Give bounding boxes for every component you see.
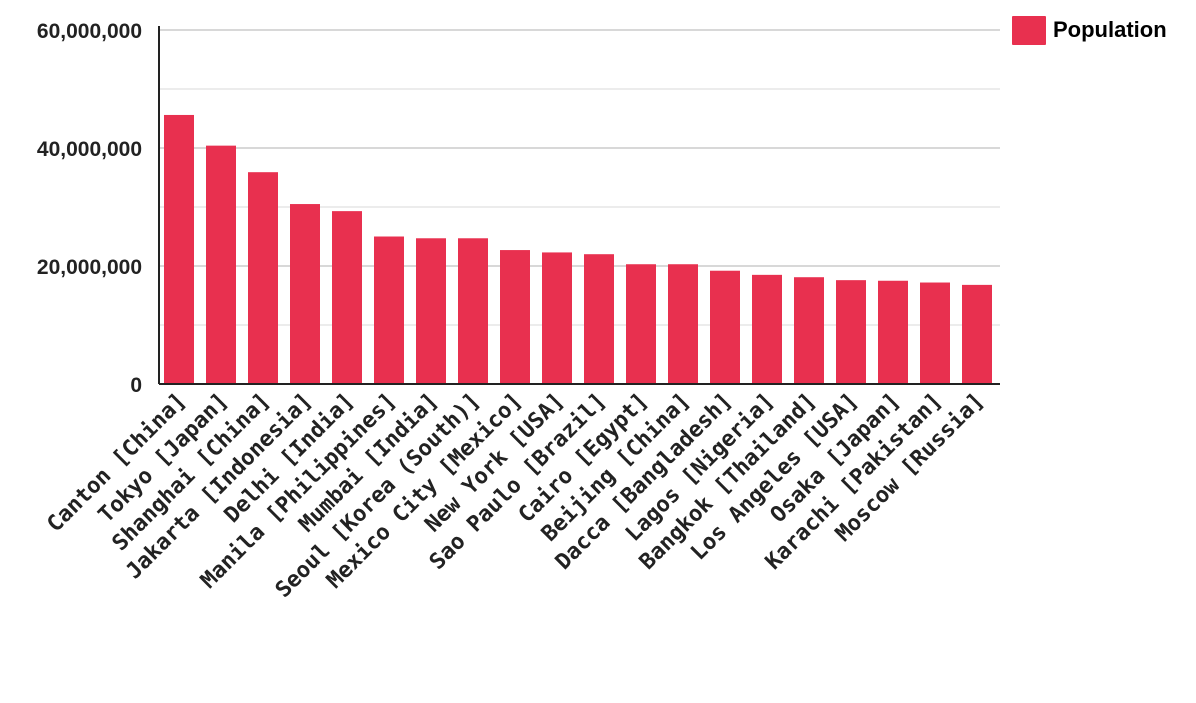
bar — [332, 211, 362, 384]
y-tick-label: 20,000,000 — [37, 256, 142, 279]
bar — [542, 252, 572, 384]
bar — [500, 250, 530, 384]
gridlines — [159, 29, 1000, 326]
bar — [374, 236, 404, 384]
bar — [248, 172, 278, 384]
y-tick-label: 40,000,000 — [37, 138, 142, 161]
bar — [668, 264, 698, 384]
y-axis-tick-labels: 0 20,000,000 40,000,000 60,000,000 — [37, 20, 142, 397]
legend: Population — [1012, 14, 1167, 46]
y-tick-label: 60,000,000 — [37, 20, 142, 43]
axes — [158, 26, 1000, 385]
y-tick-label: 0 — [130, 374, 142, 397]
bar — [920, 282, 950, 384]
bar — [752, 274, 782, 384]
bar — [710, 270, 740, 384]
bar — [458, 238, 488, 384]
bar — [206, 145, 236, 384]
bar — [416, 238, 446, 384]
bar — [962, 284, 992, 384]
bar — [164, 114, 194, 385]
legend-swatch-population — [1012, 15, 1046, 45]
legend-label-population: Population — [1053, 17, 1167, 42]
bar — [878, 280, 908, 384]
x-axis-tick-labels: Canton [China]Tokyo [Japan]Shanghai [Chi… — [42, 389, 989, 603]
bar — [290, 204, 320, 384]
bar — [584, 254, 614, 384]
bar — [794, 277, 824, 384]
bar — [836, 280, 866, 384]
bars — [164, 114, 992, 385]
bar — [626, 264, 656, 384]
